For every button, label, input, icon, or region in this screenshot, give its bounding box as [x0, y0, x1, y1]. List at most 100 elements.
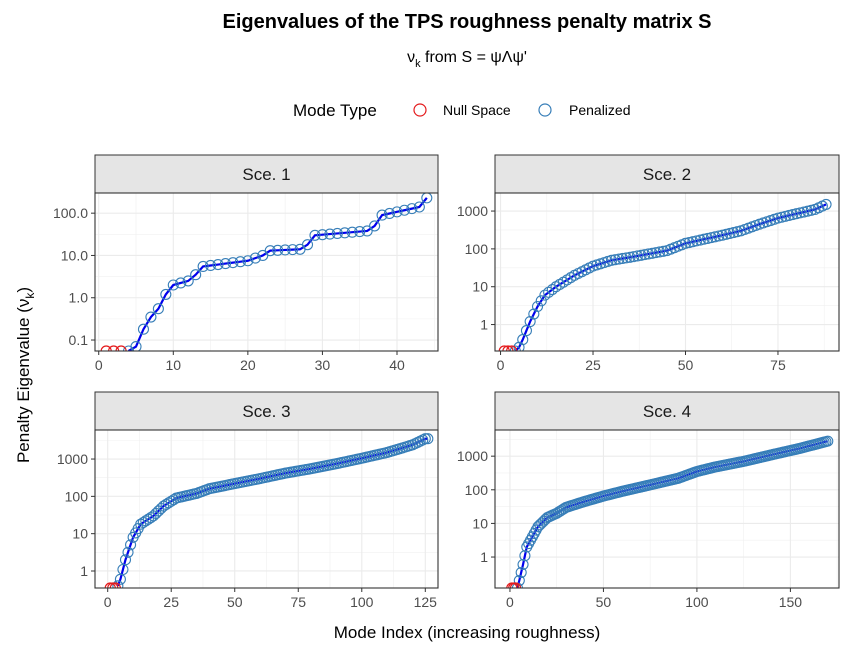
null-space-point	[109, 582, 121, 588]
subtitle-rest: from S = ψΛψ'	[421, 49, 527, 66]
penalized-point	[112, 580, 124, 588]
x-tick-label: 0	[497, 357, 505, 373]
y-tick-label: 1000	[457, 448, 488, 464]
x-tick-label: 10	[166, 357, 182, 373]
penalized-point	[145, 311, 157, 323]
penalized-point	[702, 232, 714, 244]
penalized-point	[543, 286, 555, 298]
subtitle-nu: ν	[407, 49, 415, 66]
y-tick-label: 1.0	[69, 290, 89, 306]
penalized-point	[546, 283, 558, 296]
y-tick-label: 1000	[457, 203, 488, 219]
y-tick-label: 10	[72, 526, 88, 542]
y-tick-label: 1	[80, 563, 88, 579]
eigenvalue-line	[514, 203, 827, 351]
y-axis-title: Penalty Eigenvalue (νk)	[14, 287, 37, 463]
y-tick-label: 1000	[57, 451, 88, 467]
penalized-point	[122, 546, 134, 558]
penalized-point	[190, 269, 202, 281]
penalized-point	[790, 208, 803, 220]
legend-label-null-space: Null Space	[443, 102, 511, 118]
x-axis-title: Mode Index (increasing roughness)	[334, 623, 600, 642]
penalized-point	[123, 345, 135, 351]
null-space-point	[498, 345, 510, 351]
null-space-point	[506, 345, 518, 351]
penalized-point	[624, 251, 636, 263]
penalized-point	[182, 275, 194, 287]
y-tick-label: 10	[472, 515, 488, 531]
facet-strip	[494, 391, 840, 431]
panel-border	[494, 192, 840, 352]
data-layer	[498, 198, 832, 351]
penalized-point	[515, 566, 527, 579]
penalized-point	[361, 225, 373, 237]
penalized-point	[346, 226, 358, 238]
legend-key-penalized	[538, 103, 552, 117]
null-space-point	[502, 345, 514, 351]
x-tick-label: 50	[678, 357, 694, 373]
null-space-point	[509, 582, 522, 588]
facet-panel: Sce. 2 0 25 50 75 1 10 100 1000	[457, 154, 840, 373]
penalized-point	[264, 245, 276, 257]
facet-strip	[94, 154, 439, 194]
penalized-point	[631, 250, 643, 262]
y-tick-label: 1	[480, 317, 488, 333]
facet-strip-label: Sce. 1	[242, 165, 290, 184]
penalized-point	[279, 244, 291, 256]
penalized-point	[331, 227, 343, 239]
data-layer	[100, 193, 433, 351]
penalized-point	[301, 239, 314, 251]
plot-background	[95, 193, 438, 351]
y-tick-label: 10	[472, 279, 488, 295]
penalized-point	[125, 539, 137, 551]
penalized-point	[691, 235, 703, 247]
penalized-point	[650, 247, 662, 259]
x-tick-label: 0	[506, 594, 514, 610]
null-space-point	[107, 582, 119, 588]
penalized-point	[369, 220, 381, 232]
penalized-point	[646, 247, 658, 259]
penalized-point	[694, 234, 706, 246]
y-tick-label: 100	[65, 488, 89, 504]
penalized-point	[309, 229, 321, 241]
panel-border	[94, 192, 439, 352]
penalized-point	[639, 249, 651, 261]
x-tick-label: 125	[414, 594, 438, 610]
y-tick-label: 1	[480, 549, 488, 565]
penalized-point	[421, 193, 433, 204]
penalized-point	[324, 228, 336, 240]
x-tick-label: 100	[685, 594, 709, 610]
chart-subtitle: νk from S = ψΛψ'	[407, 49, 527, 70]
penalized-point	[167, 279, 179, 291]
penalized-point	[698, 233, 710, 245]
penalized-point	[175, 277, 187, 289]
facet-strip-label: Sce. 3	[242, 402, 290, 421]
y-tick-label: 100	[465, 482, 489, 498]
y-tick-label: 0.1	[69, 332, 89, 348]
penalized-point	[609, 254, 621, 266]
facet-panel: Sce. 4 0 50 100 150 1 10 100 1000	[457, 391, 840, 610]
penalized-point	[794, 207, 806, 219]
penalized-point	[219, 258, 232, 270]
x-tick-label: 75	[770, 357, 786, 373]
panel-border	[494, 429, 840, 589]
penalized-point	[419, 433, 431, 445]
null-space-point	[108, 345, 120, 351]
penalized-point	[227, 257, 239, 269]
penalized-point	[642, 248, 655, 260]
penalized-point	[709, 231, 721, 243]
penalized-point	[316, 229, 328, 241]
data-layer	[104, 433, 434, 588]
penalized-point	[212, 258, 224, 271]
x-tick-label: 40	[389, 357, 405, 373]
penalized-point	[620, 252, 632, 264]
penalized-point	[422, 433, 434, 445]
facet-strip-label: Sce. 4	[643, 402, 691, 421]
penalized-point	[137, 323, 150, 335]
null-space-point	[100, 345, 112, 351]
legend-key-null-space	[413, 103, 427, 117]
penalized-point	[713, 230, 725, 242]
penalized-point	[820, 198, 832, 210]
